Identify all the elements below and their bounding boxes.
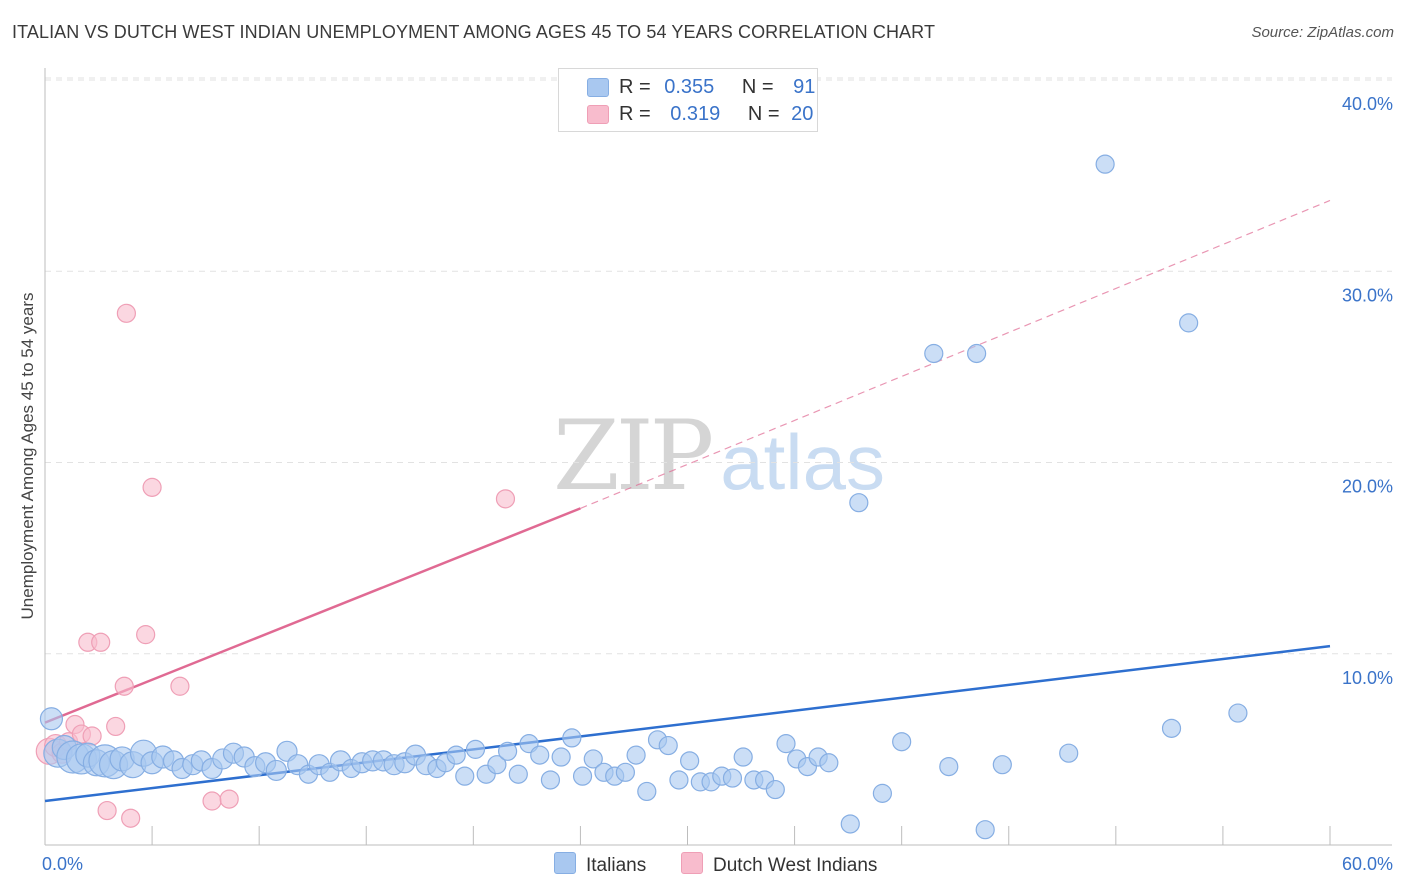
dutch-west-indians-point: [495, 489, 516, 509]
italians-point: [872, 783, 892, 803]
italians-point: [465, 739, 486, 759]
legend-r-label: R =: [619, 76, 651, 98]
legend-label-italians: Italians: [586, 855, 647, 876]
legend-r-value: 0.355: [664, 76, 715, 98]
legend-row-dutch-west-indians: R = 0.319 N = 20: [559, 102, 817, 128]
italians-point: [992, 755, 1012, 775]
italians-point: [626, 745, 646, 765]
italians-point: [975, 820, 995, 840]
italians-point: [722, 768, 743, 788]
italians-point: [530, 745, 550, 765]
dutch-west-indians-point: [106, 716, 126, 737]
italians-point: [615, 762, 635, 782]
italians-point: [540, 770, 561, 790]
italians-point: [776, 734, 796, 754]
dutch-west-indians-trend-line: [44, 507, 581, 724]
axes: [44, 68, 1392, 846]
legend-n-label: N =: [747, 103, 780, 125]
italians-point: [583, 749, 603, 769]
x-tick-label-min: 0.0%: [42, 854, 83, 874]
italians-points: [39, 154, 1248, 840]
dutch-west-indians-point: [116, 303, 136, 323]
italians-point: [39, 707, 64, 731]
italians-point: [1059, 743, 1079, 763]
legend-r-value: 0.319: [670, 103, 721, 125]
italians-point: [819, 753, 839, 773]
italians-point: [669, 770, 689, 790]
italians-point: [840, 814, 860, 834]
dutch-west-indians-point: [202, 791, 222, 811]
dutch-west-indians-point: [97, 800, 117, 821]
italians-point: [508, 764, 528, 784]
legend-n-value: 91: [793, 76, 816, 98]
italians-point: [1161, 718, 1182, 738]
italians-point: [680, 751, 700, 771]
italians-point: [455, 766, 475, 786]
italians-point: [765, 779, 785, 800]
dutch-west-indians-point: [136, 625, 156, 645]
dutch-west-indians-point: [219, 789, 239, 809]
dutch-west-indians-point: [170, 676, 190, 696]
italians-point: [551, 747, 571, 767]
italians-point: [1228, 703, 1248, 723]
gridlines: [45, 77, 1392, 655]
legend-swatch-blue: [587, 78, 609, 97]
italians-point: [637, 781, 657, 802]
italians-point: [487, 755, 507, 775]
series-legend: Italians Dutch West Indians: [0, 852, 1406, 878]
italians-point: [967, 343, 987, 364]
italians-point: [446, 745, 466, 765]
legend-item-dutch-west-indians: Dutch West Indians: [681, 852, 877, 877]
legend-r-label: R =: [619, 103, 651, 125]
tick-labels: 10.0% 20.0% 30.0% 40.0% 0.0% 60.0%: [42, 94, 1393, 874]
italians-point: [498, 741, 518, 761]
dutch-west-indians-point: [142, 477, 162, 497]
correlation-legend: R = 0.355 N = 91 R = 0.319 N = 20: [558, 68, 818, 132]
x-tick-label-max: 60.0%: [1342, 854, 1393, 874]
dutch-west-indians-point: [82, 726, 102, 746]
y-tick-label: 10.0%: [1342, 668, 1393, 688]
y-axis-label: Unemployment Among Ages 45 to 54 years: [18, 292, 37, 620]
trend-lines: [44, 199, 1331, 803]
legend-n-value: 20: [791, 103, 814, 125]
italians-point: [924, 343, 944, 364]
dutch-west-indians-trend-extension: [580, 199, 1331, 509]
italians-point: [1095, 154, 1115, 174]
italians-point: [658, 735, 678, 756]
dutch-west-indians-point: [91, 632, 111, 652]
legend-swatch-blue: [554, 852, 576, 874]
italians-point: [265, 759, 287, 782]
italians-point: [892, 732, 912, 752]
italians-point: [562, 728, 582, 748]
y-tick-label: 40.0%: [1342, 94, 1393, 114]
italians-point: [1179, 313, 1199, 333]
dutch-west-indians-point: [121, 808, 141, 828]
chart-title: ITALIAN VS DUTCH WEST INDIAN UNEMPLOYMEN…: [12, 22, 936, 42]
legend-item-italians: Italians: [554, 852, 646, 877]
italians-point: [939, 756, 959, 777]
source-credit: Source: ZipAtlas.com: [1251, 24, 1394, 41]
legend-row-italians: R = 0.355 N = 91: [559, 75, 817, 101]
dutch-west-indians-point: [114, 676, 134, 696]
legend-n-label: N =: [741, 76, 774, 98]
legend-swatch-pink: [587, 105, 609, 124]
italians-point: [849, 493, 869, 513]
legend-swatch-pink: [681, 852, 703, 874]
legend-label-dutch-west-indians: Dutch West Indians: [713, 855, 878, 876]
y-tick-label: 20.0%: [1342, 477, 1393, 497]
italians-point: [733, 747, 753, 767]
italians-point: [572, 766, 593, 786]
y-tick-label: 30.0%: [1342, 285, 1393, 305]
